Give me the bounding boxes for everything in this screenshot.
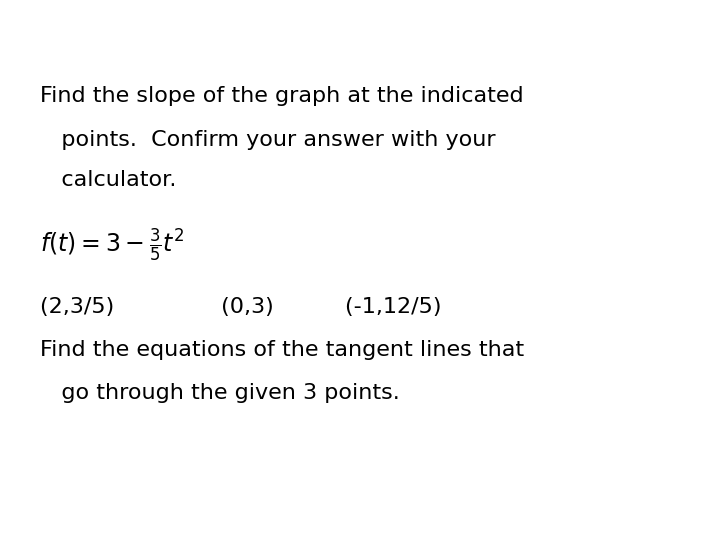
- Text: Find the equations of the tangent lines that: Find the equations of the tangent lines …: [40, 340, 523, 360]
- Text: points.  Confirm your answer with your: points. Confirm your answer with your: [40, 130, 495, 150]
- Text: (2,3/5)               (0,3)          (-1,12/5): (2,3/5) (0,3) (-1,12/5): [40, 297, 441, 317]
- Text: calculator.: calculator.: [40, 170, 176, 190]
- Text: $f(t) = 3 - \frac{3}{5}t^2$: $f(t) = 3 - \frac{3}{5}t^2$: [40, 227, 184, 264]
- Text: Find the slope of the graph at the indicated: Find the slope of the graph at the indic…: [40, 86, 523, 106]
- Text: go through the given 3 points.: go through the given 3 points.: [40, 383, 400, 403]
